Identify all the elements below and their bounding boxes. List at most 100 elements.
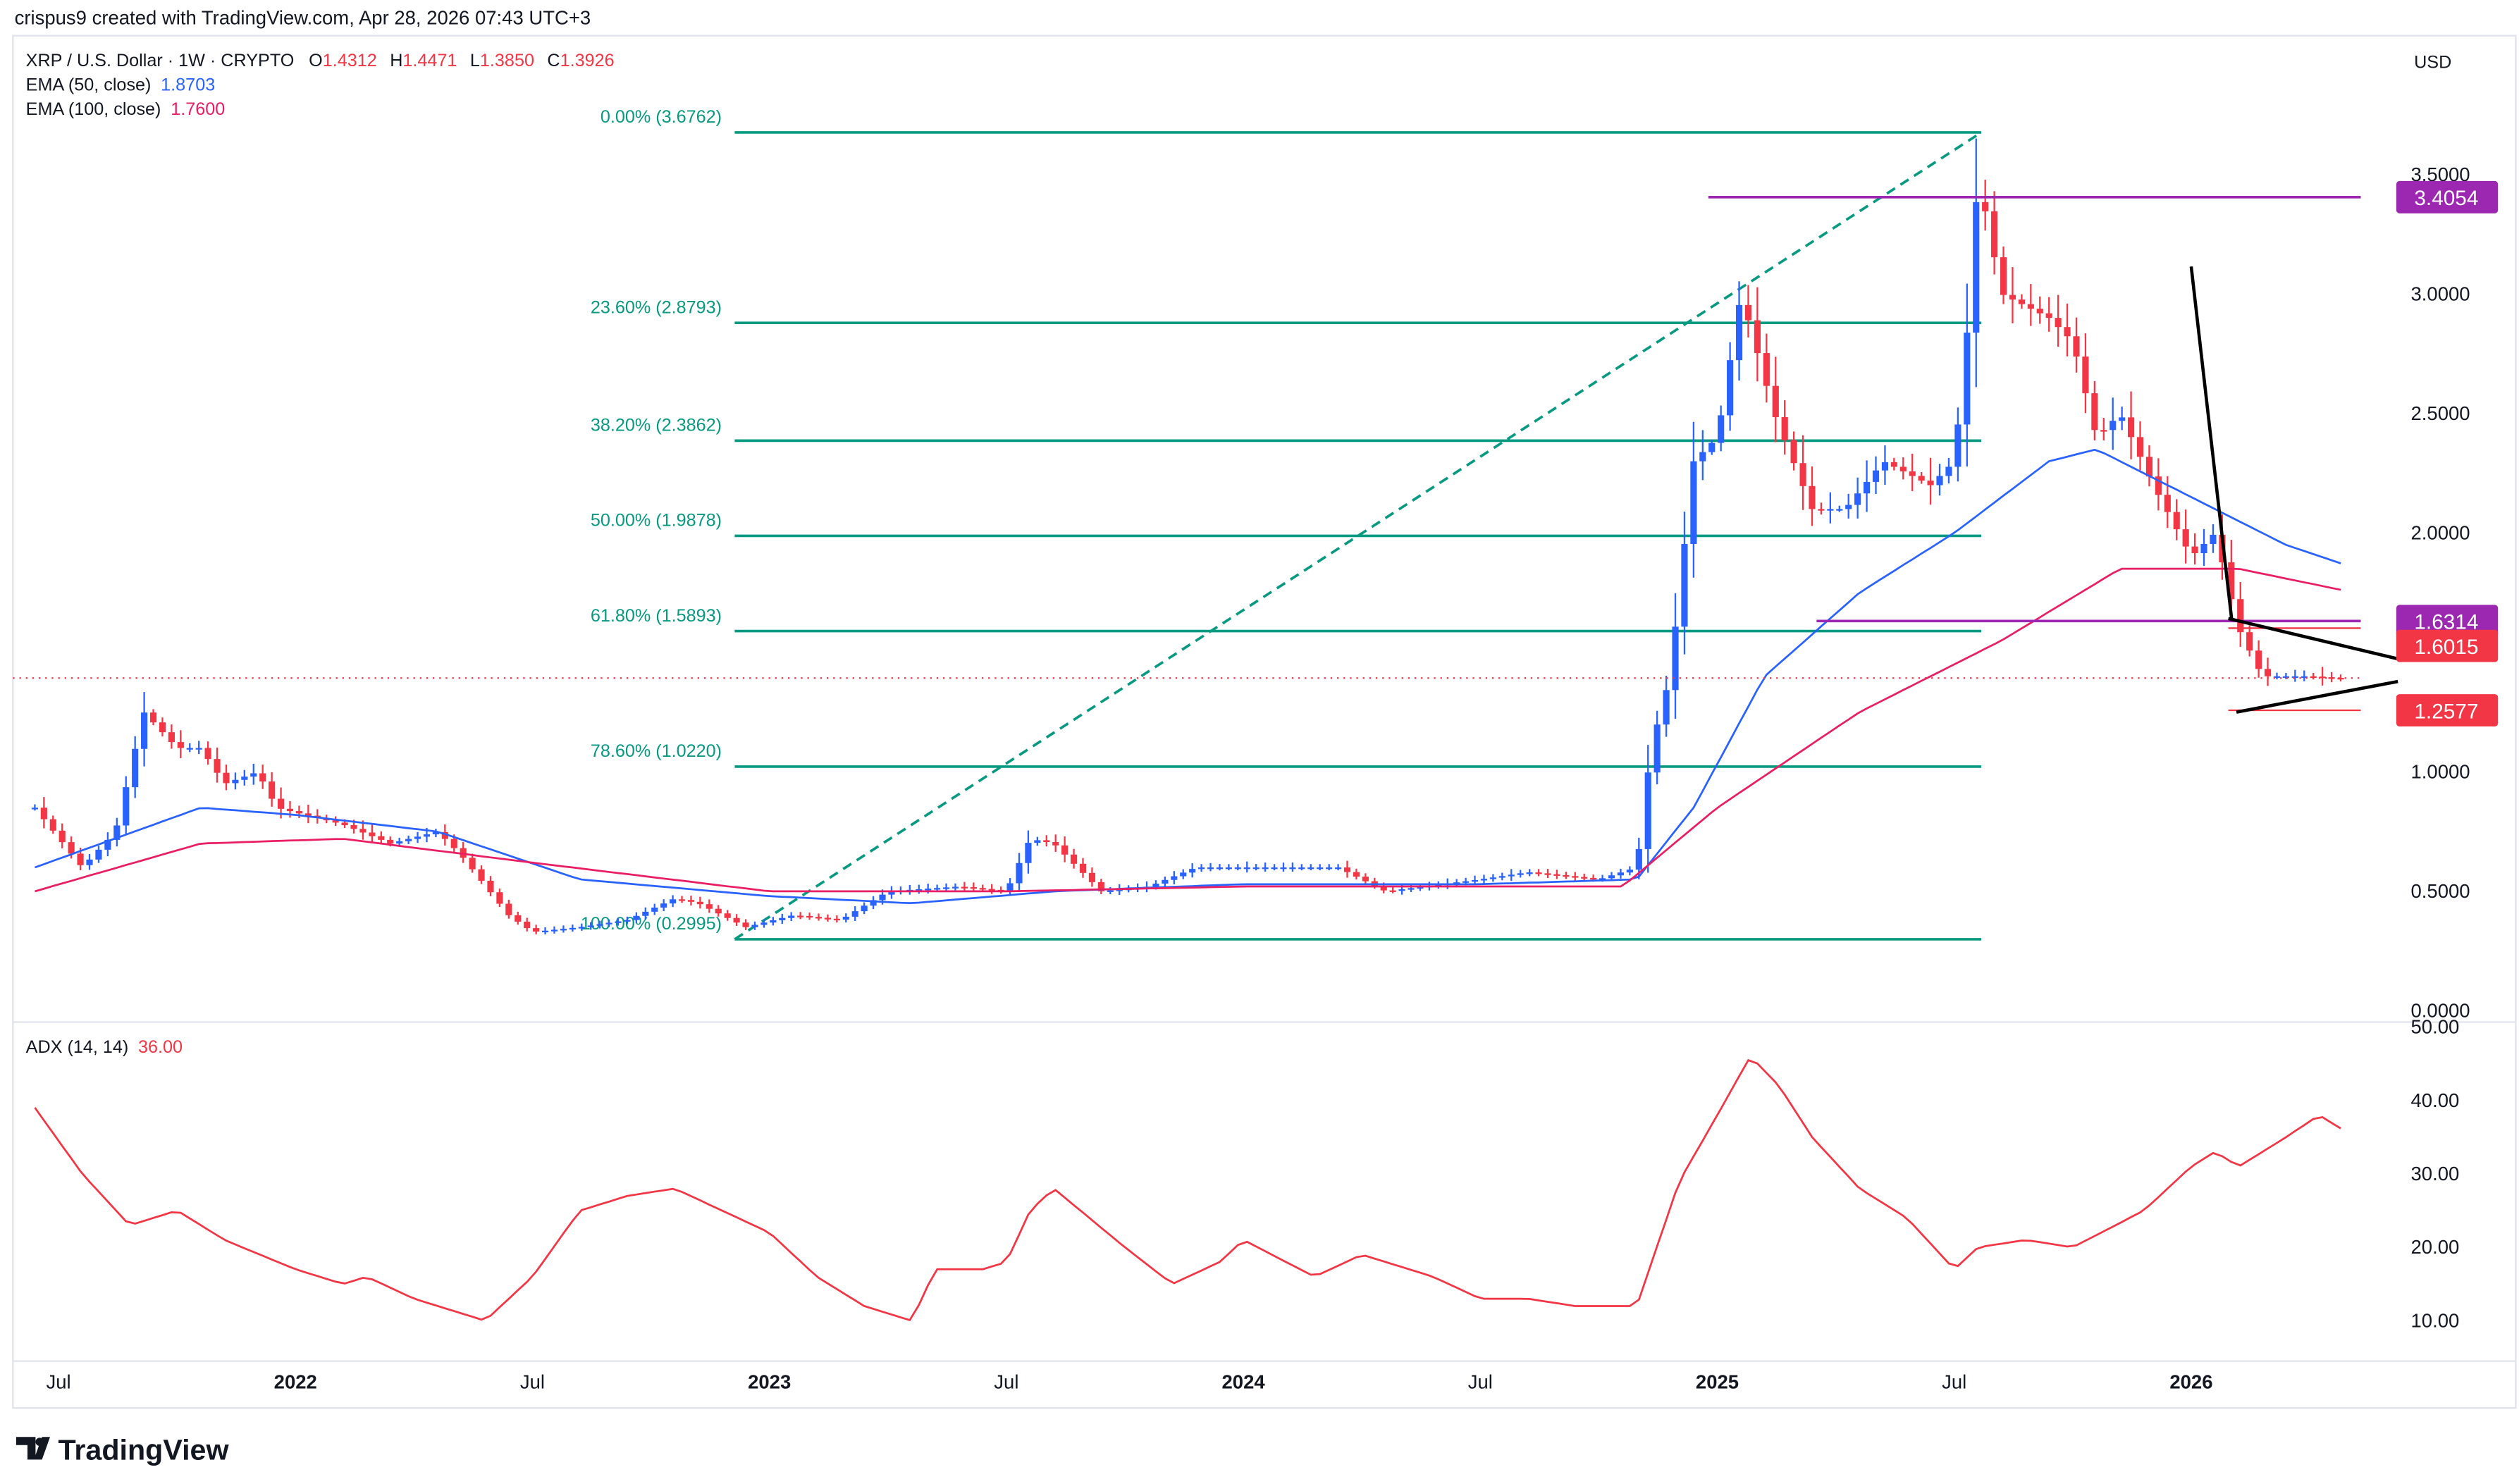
candle[interactable] — [1772, 357, 1779, 443]
candle[interactable] — [578, 923, 585, 931]
candle[interactable] — [605, 919, 612, 927]
candle[interactable] — [1216, 864, 1224, 871]
candle[interactable] — [1079, 858, 1087, 878]
candle[interactable] — [1836, 505, 1843, 512]
candle[interactable] — [1964, 283, 1971, 466]
candle[interactable] — [2009, 267, 2016, 323]
candle[interactable] — [2073, 317, 2080, 373]
candle[interactable] — [1954, 407, 1961, 482]
candle[interactable] — [751, 921, 758, 930]
candle[interactable] — [624, 916, 631, 925]
candle[interactable] — [806, 913, 813, 920]
candle[interactable] — [1298, 864, 1305, 871]
candle[interactable] — [833, 915, 840, 923]
candle[interactable] — [432, 829, 439, 838]
candle[interactable] — [1863, 460, 1871, 512]
candle[interactable] — [2055, 295, 2062, 347]
candle[interactable] — [1489, 874, 1496, 882]
candle[interactable] — [724, 910, 731, 921]
candle[interactable] — [1735, 281, 1743, 381]
candle[interactable] — [2273, 672, 2281, 680]
candle[interactable] — [141, 692, 148, 767]
candle[interactable] — [1644, 745, 1651, 873]
candle[interactable] — [1207, 862, 1214, 872]
candle[interactable] — [1535, 869, 1542, 877]
candle[interactable] — [223, 765, 230, 791]
candle[interactable] — [2119, 407, 2126, 431]
candle[interactable] — [269, 772, 276, 807]
candle[interactable] — [1097, 879, 1104, 894]
candle[interactable] — [1061, 836, 1068, 862]
candle[interactable] — [1307, 864, 1314, 871]
triangle-upper-line[interactable] — [2228, 617, 2398, 661]
candle[interactable] — [2210, 524, 2217, 553]
candle[interactable] — [177, 730, 184, 758]
candle[interactable] — [715, 905, 722, 917]
candle[interactable] — [1790, 431, 1797, 471]
candle[interactable] — [496, 888, 503, 908]
candle[interactable] — [1799, 435, 1806, 510]
candle[interactable] — [1982, 180, 1989, 231]
candle[interactable] — [797, 912, 804, 920]
candle[interactable] — [1362, 873, 1369, 884]
candle[interactable] — [1754, 287, 1761, 382]
candle[interactable] — [815, 913, 823, 921]
candle[interactable] — [1252, 864, 1260, 871]
candle[interactable] — [1553, 870, 1560, 879]
candle[interactable] — [1744, 285, 1752, 338]
candle[interactable] — [2191, 533, 2198, 565]
candle[interactable] — [861, 902, 868, 915]
candle[interactable] — [378, 831, 385, 844]
candle[interactable] — [478, 865, 485, 884]
candle[interactable] — [642, 907, 649, 920]
candle[interactable] — [232, 772, 239, 790]
candle[interactable] — [2136, 421, 2144, 471]
candle[interactable] — [1973, 138, 1980, 388]
candle[interactable] — [487, 876, 494, 896]
candle[interactable] — [123, 776, 130, 835]
candle[interactable] — [560, 925, 567, 933]
candle[interactable] — [942, 883, 950, 892]
candle[interactable] — [405, 835, 412, 844]
candle[interactable] — [2018, 294, 2025, 309]
price-tag[interactable]: 1.6015 — [2396, 629, 2499, 662]
candle[interactable] — [2291, 669, 2298, 682]
candle[interactable] — [332, 816, 339, 827]
candle[interactable] — [2255, 640, 2262, 678]
candle[interactable] — [633, 912, 640, 923]
fib-trend-line[interactable] — [734, 131, 1983, 941]
candle[interactable] — [569, 925, 576, 932]
candle[interactable] — [1890, 457, 1897, 471]
ema100-legend[interactable]: EMA (100, close) 1.7600 — [26, 99, 226, 119]
candle[interactable] — [1909, 453, 1916, 491]
candle[interactable] — [2200, 528, 2207, 567]
candle[interactable] — [1899, 457, 1907, 480]
candle[interactable] — [40, 797, 47, 829]
candle[interactable] — [533, 925, 540, 935]
candle[interactable] — [1480, 874, 1488, 884]
candle[interactable] — [1699, 430, 1706, 481]
candle[interactable] — [259, 765, 266, 789]
candle[interactable] — [1572, 872, 1579, 881]
candle[interactable] — [2045, 297, 2052, 332]
candle[interactable] — [1234, 864, 1241, 871]
candle[interactable] — [195, 741, 202, 755]
candle[interactable] — [1544, 869, 1551, 879]
candle[interactable] — [1198, 864, 1205, 872]
candle[interactable] — [1872, 456, 1880, 495]
candle[interactable] — [1526, 869, 1533, 877]
candle[interactable] — [31, 804, 39, 811]
candle[interactable] — [779, 913, 786, 925]
candle[interactable] — [1189, 862, 1196, 878]
candle[interactable] — [113, 817, 121, 847]
candle[interactable] — [1389, 886, 1396, 894]
candle[interactable] — [951, 883, 959, 891]
candle[interactable] — [159, 717, 166, 737]
candle[interactable] — [1025, 830, 1032, 874]
candle[interactable] — [587, 922, 594, 930]
candle[interactable] — [851, 906, 858, 921]
candle[interactable] — [2182, 509, 2189, 564]
candle[interactable] — [1936, 464, 1943, 496]
candle[interactable] — [670, 895, 677, 908]
adx-pane[interactable] — [34, 1058, 2341, 1322]
